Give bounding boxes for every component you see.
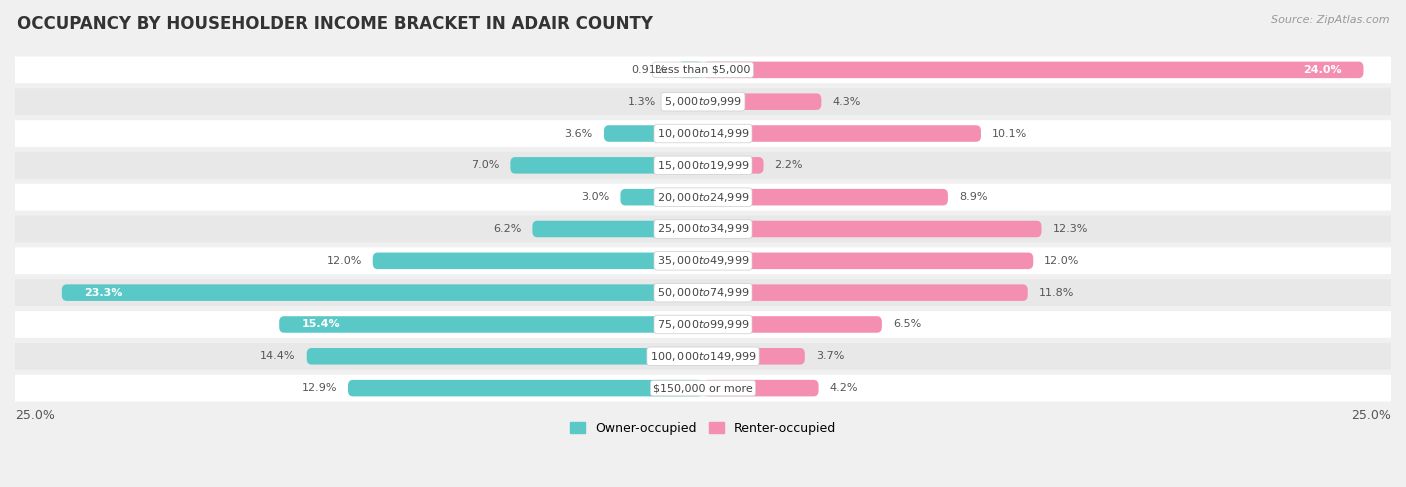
FancyBboxPatch shape xyxy=(703,125,981,142)
Text: $5,000 to $9,999: $5,000 to $9,999 xyxy=(664,95,742,108)
Text: 2.2%: 2.2% xyxy=(775,160,803,170)
FancyBboxPatch shape xyxy=(307,348,703,365)
Text: 14.4%: 14.4% xyxy=(260,351,295,361)
Text: $15,000 to $19,999: $15,000 to $19,999 xyxy=(657,159,749,172)
Text: 3.0%: 3.0% xyxy=(581,192,609,202)
FancyBboxPatch shape xyxy=(510,157,703,174)
FancyBboxPatch shape xyxy=(703,221,1042,237)
FancyBboxPatch shape xyxy=(7,279,1399,306)
FancyBboxPatch shape xyxy=(373,253,703,269)
FancyBboxPatch shape xyxy=(7,311,1399,338)
Text: 11.8%: 11.8% xyxy=(1039,288,1074,298)
FancyBboxPatch shape xyxy=(703,316,882,333)
FancyBboxPatch shape xyxy=(62,284,703,301)
Text: $25,000 to $34,999: $25,000 to $34,999 xyxy=(657,223,749,236)
Text: OCCUPANCY BY HOUSEHOLDER INCOME BRACKET IN ADAIR COUNTY: OCCUPANCY BY HOUSEHOLDER INCOME BRACKET … xyxy=(17,15,652,33)
FancyBboxPatch shape xyxy=(703,284,1028,301)
FancyBboxPatch shape xyxy=(703,157,763,174)
Text: 6.5%: 6.5% xyxy=(893,319,921,330)
Text: $75,000 to $99,999: $75,000 to $99,999 xyxy=(657,318,749,331)
FancyBboxPatch shape xyxy=(7,375,1399,401)
Text: 4.3%: 4.3% xyxy=(832,97,860,107)
FancyBboxPatch shape xyxy=(7,88,1399,115)
FancyBboxPatch shape xyxy=(7,120,1399,147)
FancyBboxPatch shape xyxy=(7,247,1399,274)
Legend: Owner-occupied, Renter-occupied: Owner-occupied, Renter-occupied xyxy=(565,417,841,440)
FancyBboxPatch shape xyxy=(703,189,948,206)
Text: $35,000 to $49,999: $35,000 to $49,999 xyxy=(657,254,749,267)
FancyBboxPatch shape xyxy=(620,189,703,206)
FancyBboxPatch shape xyxy=(703,348,804,365)
Text: 3.6%: 3.6% xyxy=(565,129,593,138)
Text: 10.1%: 10.1% xyxy=(993,129,1028,138)
FancyBboxPatch shape xyxy=(7,152,1399,179)
Text: $150,000 or more: $150,000 or more xyxy=(654,383,752,393)
FancyBboxPatch shape xyxy=(668,94,703,110)
Text: 1.3%: 1.3% xyxy=(628,97,657,107)
Text: $100,000 to $149,999: $100,000 to $149,999 xyxy=(650,350,756,363)
FancyBboxPatch shape xyxy=(533,221,703,237)
FancyBboxPatch shape xyxy=(349,380,703,396)
Text: 8.9%: 8.9% xyxy=(959,192,987,202)
FancyBboxPatch shape xyxy=(678,61,703,78)
Text: 15.4%: 15.4% xyxy=(301,319,340,330)
Text: 23.3%: 23.3% xyxy=(84,288,122,298)
Text: Source: ZipAtlas.com: Source: ZipAtlas.com xyxy=(1271,15,1389,25)
Text: 12.0%: 12.0% xyxy=(326,256,361,266)
Text: $20,000 to $24,999: $20,000 to $24,999 xyxy=(657,191,749,204)
Text: 24.0%: 24.0% xyxy=(1303,65,1341,75)
FancyBboxPatch shape xyxy=(7,343,1399,370)
Text: Less than $5,000: Less than $5,000 xyxy=(655,65,751,75)
Text: 3.7%: 3.7% xyxy=(815,351,844,361)
Text: 12.0%: 12.0% xyxy=(1045,256,1080,266)
Text: 6.2%: 6.2% xyxy=(494,224,522,234)
FancyBboxPatch shape xyxy=(703,94,821,110)
FancyBboxPatch shape xyxy=(703,253,1033,269)
Text: 4.2%: 4.2% xyxy=(830,383,858,393)
Text: $50,000 to $74,999: $50,000 to $74,999 xyxy=(657,286,749,299)
FancyBboxPatch shape xyxy=(605,125,703,142)
FancyBboxPatch shape xyxy=(7,56,1399,83)
FancyBboxPatch shape xyxy=(7,184,1399,210)
Text: 7.0%: 7.0% xyxy=(471,160,499,170)
Text: 12.9%: 12.9% xyxy=(301,383,337,393)
Text: 25.0%: 25.0% xyxy=(15,409,55,422)
Text: 25.0%: 25.0% xyxy=(1351,409,1391,422)
FancyBboxPatch shape xyxy=(703,380,818,396)
FancyBboxPatch shape xyxy=(7,216,1399,243)
FancyBboxPatch shape xyxy=(280,316,703,333)
Text: 12.3%: 12.3% xyxy=(1053,224,1088,234)
Text: 0.91%: 0.91% xyxy=(631,65,666,75)
Text: $10,000 to $14,999: $10,000 to $14,999 xyxy=(657,127,749,140)
FancyBboxPatch shape xyxy=(703,61,1364,78)
